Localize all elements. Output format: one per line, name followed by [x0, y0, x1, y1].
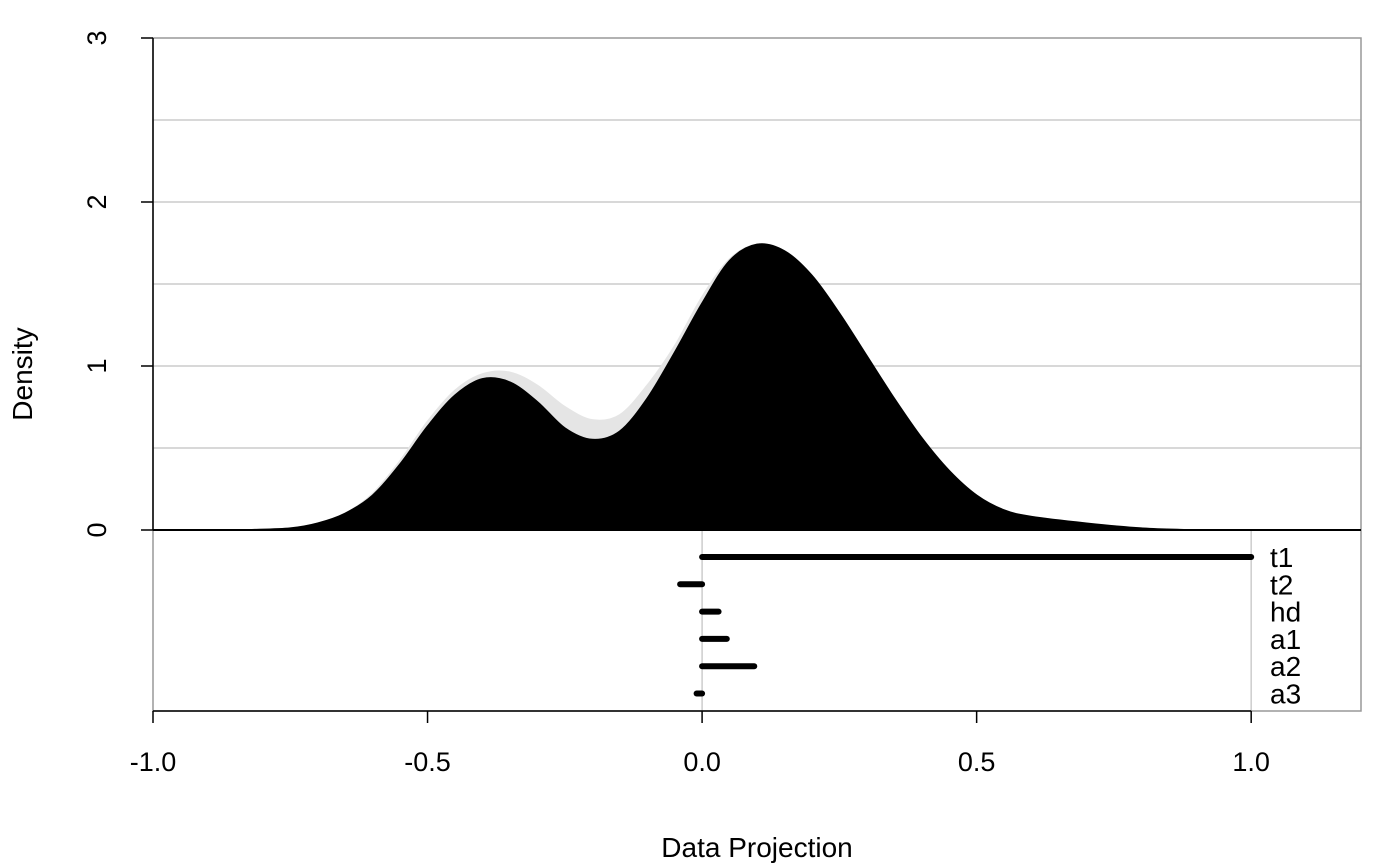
axis-guides — [701, 530, 1252, 711]
x-tick-label: -0.5 — [404, 747, 451, 777]
coefficient-label-t1: t1 — [1270, 542, 1293, 573]
coefficient-label-a2: a2 — [1270, 651, 1301, 682]
coefficient-label-a3: a3 — [1270, 679, 1301, 710]
y-axis-title: Density — [7, 327, 38, 420]
x-axis-title: Data Projection — [661, 832, 852, 863]
x-tick-label: 0.5 — [958, 747, 996, 777]
density-areas — [251, 243, 1186, 531]
coefficient-label-t2: t2 — [1270, 569, 1293, 600]
x-tick-label: -1.0 — [130, 747, 177, 777]
x-tick-label: 0.0 — [683, 747, 721, 777]
y-axis: 0 1 2 3 — [82, 30, 154, 538]
x-tick-label: 1.0 — [1232, 747, 1270, 777]
y-tick-label: 3 — [82, 30, 112, 45]
y-tick-label: 1 — [82, 358, 112, 373]
density-area-2 — [251, 243, 1186, 531]
coefficient-label-hd: hd — [1270, 597, 1301, 628]
coefficient-label-a1: a1 — [1270, 624, 1301, 655]
x-axis: -1.0 -0.5 0.0 0.5 1.0 — [130, 710, 1270, 777]
y-tick-label: 2 — [82, 194, 112, 209]
y-tick-label: 0 — [82, 522, 112, 537]
